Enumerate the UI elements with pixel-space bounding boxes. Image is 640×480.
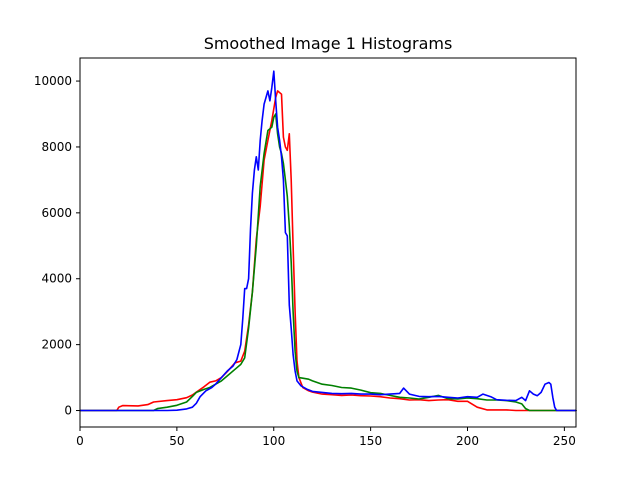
- x-tick-label: 150: [359, 434, 382, 448]
- plot-area-frame: [79, 57, 577, 428]
- x-axis-ticks: 0 50 100 150 200 250: [76, 427, 576, 448]
- chart-title: Smoothed Image 1 Histograms: [204, 34, 453, 53]
- series-line-2: [79, 70, 577, 412]
- y-tick-label: 2000: [41, 338, 72, 352]
- y-tick-label: 8000: [41, 140, 72, 154]
- x-tick-label: 200: [456, 434, 479, 448]
- y-tick-label: 10000: [34, 74, 72, 88]
- y-tick-label: 0: [64, 404, 72, 418]
- series-line-1: [79, 113, 577, 412]
- x-tick-label: 100: [262, 434, 285, 448]
- x-tick-label: 250: [553, 434, 576, 448]
- plot-lines: [79, 70, 577, 412]
- x-tick-label: 50: [169, 434, 184, 448]
- y-tick-label: 6000: [41, 206, 72, 220]
- y-tick-label: 4000: [41, 272, 72, 286]
- x-tick-label: 0: [76, 434, 84, 448]
- y-axis-ticks: 0 2000 4000 6000 8000 10000: [34, 74, 80, 418]
